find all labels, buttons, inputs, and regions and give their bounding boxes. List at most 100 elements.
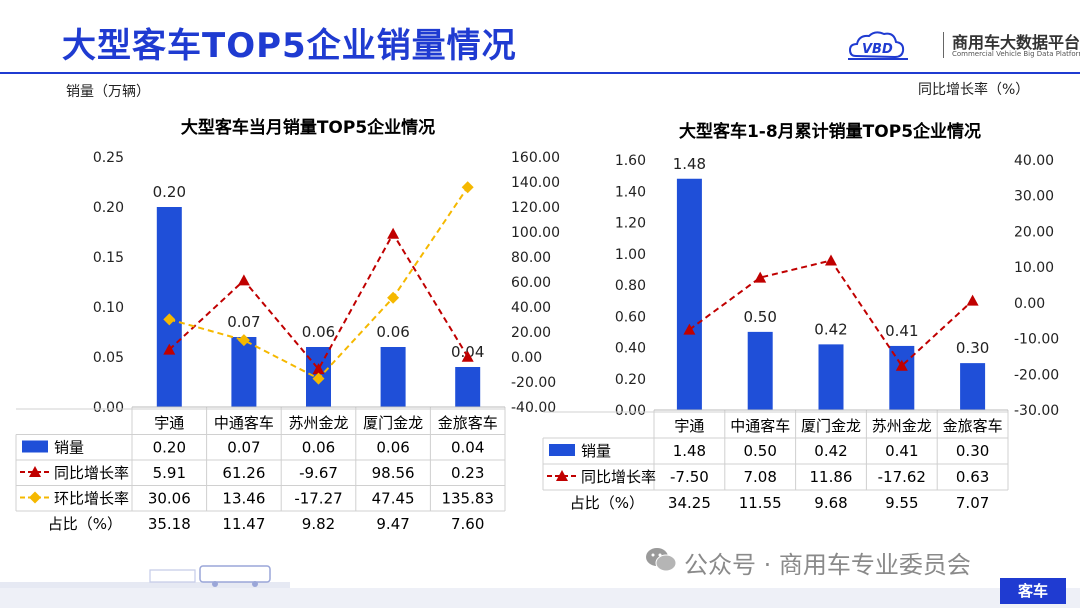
category-label: 金旅客车 <box>438 414 498 432</box>
legend-marker <box>29 491 41 504</box>
y2-tick-label: -20.00 <box>1014 367 1059 383</box>
y2-tick-label: 120.00 <box>511 200 560 216</box>
line-marker <box>461 350 474 362</box>
y-tick-label: 0.15 <box>93 250 124 266</box>
y-tick-label: 1.00 <box>615 247 646 263</box>
title-divider <box>0 72 1080 74</box>
y2-tick-label: 160.00 <box>511 150 560 166</box>
category-label: 中通客车 <box>730 417 790 435</box>
y-tick-label: 0.00 <box>615 403 646 419</box>
right-axis-unit: 同比增长率（%） <box>918 82 1030 98</box>
y-tick-label: 0.25 <box>93 150 124 166</box>
category-label: 宇通 <box>154 414 184 432</box>
bar <box>889 345 915 410</box>
bar <box>747 331 773 410</box>
category-label: 金旅客车 <box>943 417 1003 435</box>
bus-decoration <box>0 565 290 588</box>
logo-subtitle: Commercial Vehicle Big Data Platform <box>952 50 1080 58</box>
bar-data-label: 0.30 <box>956 339 989 357</box>
logo-separator <box>943 32 944 58</box>
line-marker <box>825 254 837 266</box>
y-tick-label: 1.40 <box>615 184 646 200</box>
legend-label: 环比增长率 <box>54 490 129 508</box>
y-tick-label: 0.05 <box>93 350 124 366</box>
table-cell: 0.07 <box>227 439 260 457</box>
category-tag: 客车 <box>1000 578 1066 604</box>
table-cell: 9.55 <box>885 494 918 512</box>
y-tick-label: 0.10 <box>93 300 124 316</box>
legend-label: 销量 <box>54 439 84 457</box>
legend-swatch-bar <box>549 444 575 456</box>
footer-bar <box>0 588 1080 608</box>
table-cell: 0.04 <box>451 439 484 457</box>
y2-tick-label: 20.00 <box>511 325 551 341</box>
watermark-text: 公众号 · 商用车专业委员会 <box>684 551 971 579</box>
line-marker <box>312 372 325 385</box>
y2-tick-label: 100.00 <box>511 225 560 241</box>
category-label: 厦门金龙 <box>363 414 423 432</box>
y2-tick-label: 0.00 <box>1014 296 1045 312</box>
line-marker <box>461 181 474 194</box>
table-cell: 11.55 <box>739 494 782 512</box>
y2-tick-label: 60.00 <box>511 275 551 291</box>
table-cell: 1.48 <box>673 442 706 460</box>
y2-tick-label: 0.00 <box>511 350 542 366</box>
table-cell: 0.63 <box>956 468 989 486</box>
row-label: 占比（%） <box>48 515 122 533</box>
table-cell: 9.47 <box>376 515 409 533</box>
line-marker <box>237 334 250 347</box>
y2-tick-label: 40.00 <box>511 300 551 316</box>
bar-data-label: 0.07 <box>227 313 260 331</box>
logo-title: 商用车大数据平台 <box>952 33 1080 52</box>
line-marker <box>163 343 176 355</box>
line-marker <box>683 323 696 335</box>
table-cell: 11.86 <box>810 468 853 486</box>
y-tick-label: 1.60 <box>615 153 646 169</box>
y-tick-label: 0.80 <box>615 278 646 294</box>
y2-tick-label: 140.00 <box>511 175 560 191</box>
table-cell: 0.23 <box>451 464 484 482</box>
bar-data-label: 0.20 <box>153 183 186 201</box>
y-tick-label: 0.60 <box>615 309 646 325</box>
logo-badge-text: VBD <box>862 42 893 57</box>
table-cell: 7.07 <box>956 494 989 512</box>
y2-tick-label: -30.00 <box>1014 403 1059 419</box>
table-cell: -17.62 <box>878 468 926 486</box>
legend-label: 销量 <box>581 442 611 460</box>
y-tick-label: 1.20 <box>615 216 646 232</box>
y-tick-label: 0.20 <box>93 200 124 216</box>
category-label: 宇通 <box>674 417 704 435</box>
table-cell: 0.41 <box>885 442 918 460</box>
y-tick-label: 0.20 <box>615 372 646 388</box>
table-cell: 5.91 <box>153 464 186 482</box>
page-title: 大型客车TOP5企业销量情况 <box>62 26 517 66</box>
bar <box>156 207 182 407</box>
table-cell: 35.18 <box>148 515 191 533</box>
line-marker <box>312 363 325 375</box>
table-cell: 9.82 <box>302 515 335 533</box>
category-label: 中通客车 <box>214 414 274 432</box>
bar-data-label: 0.42 <box>814 320 847 338</box>
row-label: 占比（%） <box>570 494 644 512</box>
wechat-icon <box>646 548 677 572</box>
y2-tick-label: 20.00 <box>1014 224 1054 240</box>
chart-title: 大型客车1-8月累计销量TOP5企业情况 <box>679 121 981 142</box>
bar-data-label: 0.06 <box>302 323 335 341</box>
table-cell: 0.06 <box>302 439 335 457</box>
line-marker <box>387 227 400 239</box>
bar <box>818 344 844 410</box>
table-cell: 135.83 <box>441 490 494 508</box>
bar <box>380 347 406 407</box>
y2-tick-label: 80.00 <box>511 250 551 266</box>
table-cell: 11.47 <box>222 515 265 533</box>
table-cell: 0.50 <box>743 442 776 460</box>
line-marker <box>163 313 176 326</box>
legend-marker <box>556 470 568 481</box>
table-cell: 47.45 <box>372 490 415 508</box>
y2-tick-label: 30.00 <box>1014 189 1054 205</box>
legend-swatch-bar <box>22 440 48 453</box>
line-marker <box>387 291 400 304</box>
vbd-logo-icon: VBD <box>848 31 908 60</box>
bar-data-label: 1.48 <box>673 155 706 173</box>
table-cell: 34.25 <box>668 494 711 512</box>
